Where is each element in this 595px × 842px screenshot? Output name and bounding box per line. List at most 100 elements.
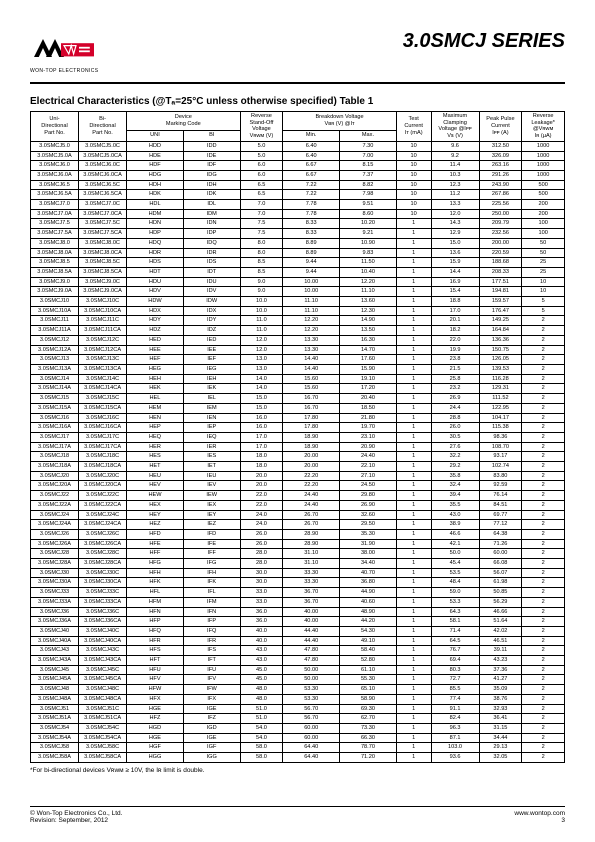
cell: 111.52	[479, 394, 522, 404]
cell: 3.0SMCJ9.0	[31, 277, 79, 287]
footer-copyright: © Won-Top Electronics Co., Ltd.	[30, 810, 122, 817]
cell: 3.0SMCJ43CA	[79, 656, 127, 666]
cell: 3.0SMCJ51	[31, 704, 79, 714]
cell: 17.0	[240, 442, 283, 452]
cell: 6.67	[283, 161, 340, 171]
table-row: 3.0SMCJ263.0SMCJ26CHFDIFD26.028.9035.301…	[31, 529, 565, 539]
cell: 2	[522, 646, 565, 656]
cell: 1	[396, 374, 431, 384]
cell: 500	[522, 190, 565, 200]
cell: 56.70	[283, 704, 340, 714]
cell: IEF	[183, 355, 240, 365]
cell: 3.0SMCJ14A	[31, 384, 79, 394]
cell: 77.4	[431, 694, 479, 704]
table-row: 3.0SMCJ14A3.0SMCJ14CAHEKIEK14.015.6017.2…	[31, 384, 565, 394]
cell: 61.10	[340, 665, 397, 675]
cell: 18.50	[340, 403, 397, 413]
cell: 2	[522, 471, 565, 481]
cell: 12.20	[283, 326, 340, 336]
cell: 50.85	[479, 588, 522, 598]
cell: 33.30	[283, 578, 340, 588]
cell: 1	[396, 267, 431, 277]
cell: IFZ	[183, 714, 240, 724]
cell: 2	[522, 549, 565, 559]
cell: 177.51	[479, 277, 522, 287]
cell: HES	[127, 452, 184, 462]
cell: HDF	[127, 161, 184, 171]
cell: 38.76	[479, 694, 522, 704]
cell: 3.0SMCJ6.5A	[31, 190, 79, 200]
table-row: 3.0SMCJ40A3.0SMCJ40CAHFRIFR40.044.4049.1…	[31, 636, 565, 646]
cell: 14.90	[340, 316, 397, 326]
cell: 69.77	[479, 510, 522, 520]
cell: 12.0	[240, 345, 283, 355]
cell: HFD	[127, 529, 184, 539]
cell: 44.40	[283, 626, 340, 636]
cell: 3.0SMCJ14C	[79, 374, 127, 384]
table-row: 3.0SMCJ17A3.0SMCJ17CAHERIER17.018.9020.9…	[31, 442, 565, 452]
cell: IGG	[183, 753, 240, 763]
cell: 44.90	[340, 588, 397, 598]
cell: 10.20	[340, 219, 397, 229]
cell: 20.00	[283, 462, 340, 472]
cell: 3.0SMCJ45	[31, 665, 79, 675]
cell: 3.0SMCJ24CA	[79, 520, 127, 530]
cell: 16.70	[283, 394, 340, 404]
cell: 26.9	[431, 394, 479, 404]
table-row: 3.0SMCJ8.03.0SMCJ8.0CHDQIDQ8.08.8910.901…	[31, 238, 565, 248]
cell: 29.80	[340, 491, 397, 501]
cell: 13.50	[340, 326, 397, 336]
cell: 9.44	[283, 258, 340, 268]
cell: 3.0SMCJ45C	[79, 665, 127, 675]
cell: 2	[522, 316, 565, 326]
cell: 32.4	[431, 481, 479, 491]
cell: 7.78	[283, 209, 340, 219]
cell: HGG	[127, 753, 184, 763]
col-breakdown-group: Breakdown VoltageVʙʀ (V) @Iᴛ	[283, 112, 397, 131]
cell: 46.6	[431, 529, 479, 539]
cell: 1	[396, 685, 431, 695]
cell: 2	[522, 413, 565, 423]
cell: 200	[522, 200, 565, 210]
cell: 48.0	[240, 694, 283, 704]
table-row: 3.0SMCJ6.03.0SMCJ6.0CHDFIDF6.06.678.1510…	[31, 161, 565, 171]
cell: 3.0SMCJ22CA	[79, 500, 127, 510]
table-row: 3.0SMCJ5.0A3.0SMCJ5.0CAHDEIDE5.06.407.00…	[31, 151, 565, 161]
cell: 13.3	[431, 200, 479, 210]
table-row: 3.0SMCJ51A3.0SMCJ51CAHFZIFZ51.056.7062.7…	[31, 714, 565, 724]
cell: 1	[396, 316, 431, 326]
cell: 53.5	[431, 568, 479, 578]
table-row: 3.0SMCJ223.0SMCJ22CHEWIEW22.024.4029.801…	[31, 491, 565, 501]
cell: 32.05	[479, 753, 522, 763]
cell: 9.21	[340, 229, 397, 239]
cell: 3.0SMCJ22A	[31, 500, 79, 510]
cell: HDW	[127, 297, 184, 307]
cell: 14.0	[240, 374, 283, 384]
cell: 91.1	[431, 704, 479, 714]
cell: 2	[522, 578, 565, 588]
cell: IDU	[183, 277, 240, 287]
col-vc: MaximumClampingVoltage @IᴘᴘVꜱ (V)	[431, 112, 479, 142]
cell: 7.5	[240, 219, 283, 229]
cell: 40.0	[240, 636, 283, 646]
cell: IDQ	[183, 238, 240, 248]
cell: 10.0	[240, 297, 283, 307]
cell: 87.1	[431, 733, 479, 743]
cell: 8.15	[340, 161, 397, 171]
cell: 2	[522, 374, 565, 384]
cell: 46.66	[479, 607, 522, 617]
cell: 3.0SMCJ51C	[79, 704, 127, 714]
cell: 22.20	[283, 481, 340, 491]
cell: 53.30	[283, 685, 340, 695]
cell: 3.0SMCJ45CA	[79, 675, 127, 685]
cell: 11.4	[431, 161, 479, 171]
cell: 6.0	[240, 161, 283, 171]
cell: 1	[396, 675, 431, 685]
cell: 38.9	[431, 520, 479, 530]
col-it: TestCurrentIᴛ (mA)	[396, 112, 431, 142]
cell: 3.0SMCJ51A	[31, 714, 79, 724]
cell: 3.0SMCJ5.0CA	[79, 151, 127, 161]
table-row: 3.0SMCJ58A3.0SMCJ58CAHGGIGG58.064.4071.2…	[31, 753, 565, 763]
table-row: 3.0SMCJ7.53.0SMCJ7.5CHDNIDN7.58.3310.201…	[31, 219, 565, 229]
cell: 11.2	[431, 190, 479, 200]
